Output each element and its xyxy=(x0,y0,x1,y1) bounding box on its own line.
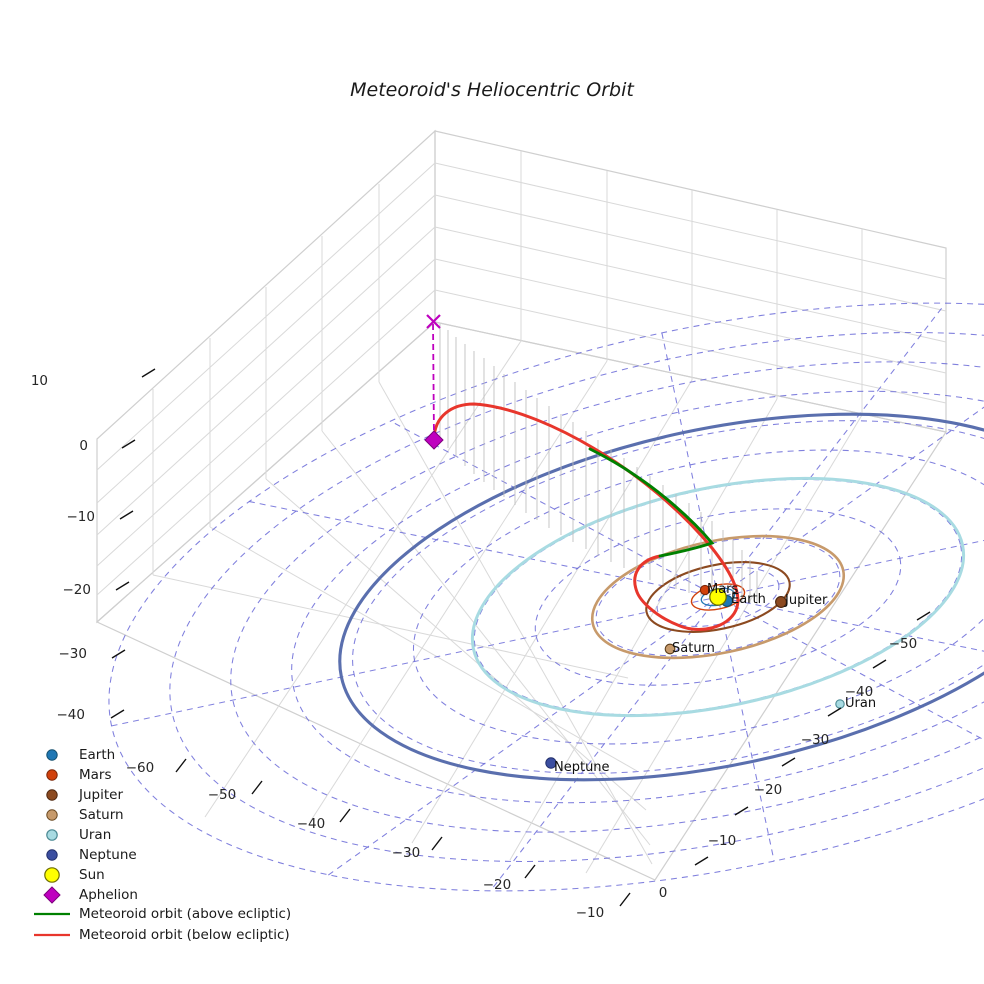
z-tick-label: −40 xyxy=(57,707,86,723)
y-tick-label: −50 xyxy=(889,636,918,652)
axes-panes xyxy=(95,129,947,881)
y-tick-label: −10 xyxy=(708,833,737,849)
circle-marker-icon xyxy=(46,829,58,841)
polar-grid-rings xyxy=(108,302,984,892)
planet-label-saturn: Saturn xyxy=(672,641,715,656)
legend-item-mars[interactable]: Mars xyxy=(46,767,112,783)
planet-markers xyxy=(545,584,845,769)
marker-neptune xyxy=(545,757,557,769)
aphelion-projection-x-icon xyxy=(426,314,441,329)
meteoroid-orbit xyxy=(432,402,740,631)
y-tick-label: 0 xyxy=(659,885,668,901)
aphelion-group xyxy=(424,314,444,450)
pane-right-wall xyxy=(434,130,947,433)
pane-left-hlines xyxy=(96,162,436,596)
legend-item-neptune[interactable]: Neptune xyxy=(46,847,137,863)
legend-item-meteoroid-below[interactable]: Meteoroid orbit (below ecliptic) xyxy=(34,927,290,943)
legend: Earth Mars Jupiter Saturn Uran Neptune S… xyxy=(34,747,291,943)
orbit-mars xyxy=(690,583,746,611)
marker-jupiter xyxy=(775,596,787,608)
y-tick-label: −20 xyxy=(754,782,783,798)
pane-right-vlines xyxy=(520,151,863,415)
z-tick-label: 10 xyxy=(31,373,48,389)
planet-label-uran: Uran xyxy=(845,696,876,711)
circle-marker-icon xyxy=(46,809,58,821)
x-tick-label: −50 xyxy=(208,787,237,803)
x-tick-label: −40 xyxy=(297,816,326,832)
pane-floor-xlines xyxy=(152,381,653,865)
z-tick-label: −10 xyxy=(67,509,96,525)
pane-left-vlines xyxy=(152,184,380,575)
legend-item-meteoroid-above[interactable]: Meteoroid orbit (above ecliptic) xyxy=(34,906,291,922)
axis-tick-labels: 10 0 −10 −20 −30 −40 −60 −50 −40 −30 −20… xyxy=(31,373,917,921)
marker-sun xyxy=(709,588,727,606)
circle-marker-icon xyxy=(46,749,58,761)
circle-marker-icon xyxy=(46,769,58,781)
page-title: Meteoroid's Heliocentric Orbit xyxy=(350,79,635,101)
circle-marker-icon xyxy=(46,849,58,861)
legend-label: Meteoroid orbit (below ecliptic) xyxy=(79,927,290,943)
planet-label-neptune: Neptune xyxy=(554,760,610,775)
planet-label-group: Mars Earth Jupiter Saturn Uran Neptune xyxy=(554,582,876,775)
orbit-neptune xyxy=(338,412,984,782)
legend-label: Neptune xyxy=(79,847,137,863)
legend-item-saturn[interactable]: Saturn xyxy=(46,807,124,823)
polar-grid-spokes xyxy=(111,306,984,888)
legend-label: Aphelion xyxy=(79,887,138,903)
marker-mars xyxy=(699,584,711,596)
z-tick-label: −30 xyxy=(59,646,88,662)
legend-item-earth[interactable]: Earth xyxy=(46,747,115,763)
y-tick-label: −30 xyxy=(801,732,830,748)
aphelion-projection-line xyxy=(432,320,435,441)
x-tick-label: −10 xyxy=(576,905,605,921)
marker-saturn xyxy=(664,643,676,655)
pane-right-hlines xyxy=(434,162,947,404)
marker-uran xyxy=(835,699,845,709)
meteoroid-drop-stems xyxy=(439,324,758,604)
x-tick-label: −30 xyxy=(392,845,421,861)
planet-label-jupiter: Jupiter xyxy=(784,593,828,608)
legend-label: Sun xyxy=(79,867,105,883)
circle-marker-icon xyxy=(44,867,60,883)
meteoroid-orbit-below-ecliptic xyxy=(432,402,740,631)
legend-label: Jupiter xyxy=(78,787,123,803)
x-tick-label: −60 xyxy=(126,760,155,776)
planet-label-mars: Mars xyxy=(707,582,739,597)
planet-orbit-paths xyxy=(338,412,984,782)
legend-label: Meteoroid orbit (above ecliptic) xyxy=(79,906,291,922)
orbit-jupiter xyxy=(645,561,791,633)
z-tick-label: −20 xyxy=(63,582,92,598)
legend-item-aphelion[interactable]: Aphelion xyxy=(43,886,138,904)
legend-label: Mars xyxy=(79,767,112,783)
legend-label: Saturn xyxy=(79,807,124,823)
polar-grid xyxy=(108,302,984,892)
aphelion-diamond-marker xyxy=(424,430,444,450)
legend-label: Earth xyxy=(79,747,115,763)
planet-label-earth: Earth xyxy=(731,592,766,607)
z-tick-label: 0 xyxy=(79,438,88,454)
diamond-marker-icon xyxy=(43,886,61,904)
legend-item-uran[interactable]: Uran xyxy=(46,827,111,843)
meteoroid-orbit-above-ecliptic xyxy=(588,447,715,558)
legend-item-jupiter[interactable]: Jupiter xyxy=(46,787,124,803)
circle-marker-icon xyxy=(46,789,58,801)
y-tick-label: −40 xyxy=(845,684,874,700)
x-tick-label: −20 xyxy=(483,877,512,893)
legend-label: Uran xyxy=(79,827,111,843)
orbit-uran xyxy=(470,476,966,718)
legend-item-sun[interactable]: Sun xyxy=(44,867,105,883)
axis-tick-marks xyxy=(110,368,931,907)
